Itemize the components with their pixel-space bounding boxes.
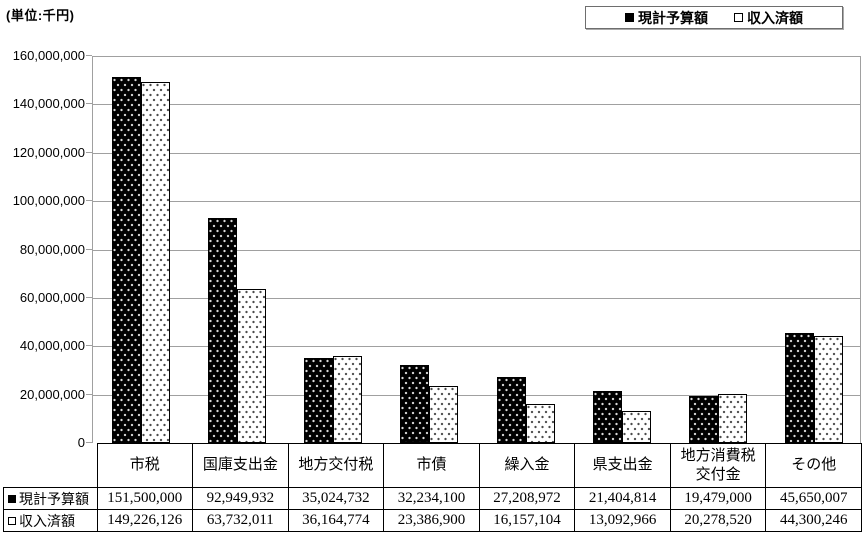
series-name: 現計予算額 (19, 492, 89, 508)
y-axis-tick-label: 140,000,000 (12, 96, 85, 112)
y-axis-tick (86, 200, 92, 202)
gridline (93, 249, 860, 251)
bar-planned-budget (496, 377, 526, 443)
table-value-cell: 21,404,814 (574, 487, 671, 510)
bar-planned-budget (400, 365, 430, 443)
table-value-cell: 20,278,520 (669, 509, 767, 532)
y-axis-tick-label: 160,000,000 (12, 48, 85, 63)
table-header-cell: その他 (765, 443, 862, 488)
plot-area (92, 56, 861, 443)
y-axis-tick (86, 393, 92, 395)
gridline (93, 297, 860, 299)
bar-planned-budget (208, 218, 238, 443)
table-row: 現計予算額 151,500,000 92,949,932 35,024,732 32,2… (3, 487, 862, 510)
bar-received-amount (717, 394, 747, 443)
table-value-cell: 151,500,000 (96, 487, 194, 510)
bar-received-amount (621, 411, 651, 443)
table-header-cell: 繰入金 (478, 443, 576, 488)
table-header-cell: 県支出金 (574, 443, 671, 488)
table-value-cell: 23,386,900 (383, 509, 480, 532)
y-axis-tick (86, 296, 92, 298)
table-value-cell: 13,092,966 (574, 509, 671, 532)
gridline (93, 201, 860, 203)
bar-group (189, 57, 285, 443)
table-value-cell: 45,650,007 (765, 487, 862, 510)
table-row-label: 現計予算額 (3, 487, 98, 510)
gridline (93, 346, 860, 348)
white-square-icon (8, 516, 16, 525)
gridline (93, 394, 860, 396)
bar-received-amount (333, 355, 363, 443)
table-row-label: 収入済額 (3, 509, 98, 532)
black-square-icon (625, 13, 634, 22)
gridline (93, 104, 860, 106)
y-axis-tick-label: 120,000,000 (12, 144, 85, 160)
bar-group (766, 57, 862, 443)
bar-group (670, 57, 766, 443)
table-value-cell: 44,300,246 (765, 509, 862, 532)
legend-item-received: 収入済額 (734, 8, 803, 28)
gridline (93, 152, 860, 154)
table-corner-cell (3, 443, 98, 488)
table-value-cell: 35,024,732 (287, 487, 385, 510)
table-value-cell: 32,234,100 (383, 487, 480, 510)
y-axis-tick-label: 0 (77, 435, 85, 450)
legend-item-budget: 現計予算額 (625, 8, 708, 28)
table-header-cell: 市債 (383, 443, 480, 488)
bar-planned-budget (592, 391, 622, 443)
data-table: 市税 国庫支出金 地方交付税 市債 繰入金 県支出金 地方消費税 交付金 その他 現計予算額 1… (3, 443, 862, 532)
y-axis-tick (86, 55, 92, 56)
legend: 現計予算額 収入済額 (585, 6, 843, 29)
table-value-cell: 63,732,011 (192, 509, 289, 532)
y-axis-tick (86, 248, 92, 250)
bar-received-amount (141, 82, 171, 443)
y-axis-tick-label: 100,000,000 (12, 193, 85, 209)
bar-received-amount (429, 386, 459, 443)
legend-label-budget: 現計予算額 (638, 9, 708, 26)
series-name: 収入済額 (19, 514, 75, 530)
bar-group (285, 57, 381, 443)
bar-planned-budget (112, 76, 142, 443)
bar-group (381, 57, 477, 443)
table-value-cell: 19,479,000 (669, 487, 767, 510)
table-value-cell: 27,208,972 (478, 487, 576, 510)
y-axis-tick-label: 40,000,000 (19, 338, 85, 354)
black-square-icon (8, 494, 16, 503)
table-row: 収入済額 149,226,126 63,732,011 36,164,774 23,38… (3, 509, 862, 532)
bar-received-amount (237, 288, 267, 443)
unit-label: (単位:千円) (6, 8, 75, 23)
y-axis-tick-label: 20,000,000 (19, 386, 85, 402)
y-axis-tick (86, 345, 92, 347)
bar-group (574, 57, 670, 443)
legend-label-received: 収入済額 (747, 9, 803, 26)
bar-group (93, 57, 189, 443)
y-axis-tick-label: 60,000,000 (19, 289, 85, 305)
table-header-cell: 地方消費税 交付金 (669, 443, 767, 488)
y-axis-tick-label: 80,000,000 (19, 241, 85, 257)
table-value-cell: 149,226,126 (96, 509, 194, 532)
bar-group (478, 57, 574, 443)
table-header-cell: 地方交付税 (287, 443, 385, 488)
bar-planned-budget (304, 358, 334, 443)
bar-planned-budget (688, 395, 718, 443)
y-axis-tick (86, 103, 92, 105)
table-header-cell: 国庫支出金 (192, 443, 289, 488)
white-square-icon (734, 13, 743, 22)
table-value-cell: 36,164,774 (287, 509, 385, 532)
y-axis-tick (86, 151, 92, 153)
table-value-cell: 16,157,104 (478, 509, 576, 532)
bar-received-amount (525, 403, 555, 443)
bar-planned-budget (784, 332, 814, 443)
table-value-cell: 92,949,932 (192, 487, 289, 510)
bar-received-amount (813, 335, 843, 443)
y-axis-tick (86, 442, 92, 443)
table-header-cell: 市税 (96, 443, 194, 488)
